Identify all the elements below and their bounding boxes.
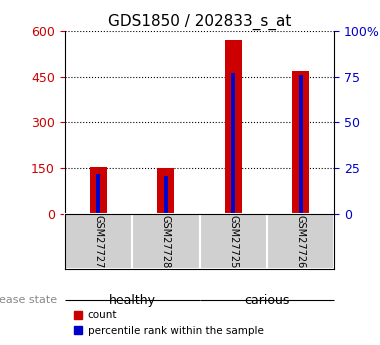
Bar bbox=[231, 73, 235, 214]
Bar bbox=[96, 174, 100, 214]
Bar bbox=[225, 40, 242, 214]
Bar bbox=[90, 167, 107, 214]
Text: disease state: disease state bbox=[0, 295, 57, 305]
Text: GSM27727: GSM27727 bbox=[93, 215, 103, 268]
Bar bbox=[164, 176, 168, 214]
Bar bbox=[299, 75, 303, 214]
Text: GSM27726: GSM27726 bbox=[296, 215, 306, 268]
Bar bbox=[157, 168, 174, 214]
Title: GDS1850 / 202833_s_at: GDS1850 / 202833_s_at bbox=[108, 13, 291, 30]
Text: healthy: healthy bbox=[109, 294, 155, 307]
Bar bbox=[65, 214, 132, 269]
Bar bbox=[292, 71, 309, 214]
Text: GSM27725: GSM27725 bbox=[228, 215, 238, 268]
Text: GSM27728: GSM27728 bbox=[161, 215, 171, 268]
Bar bbox=[132, 214, 200, 269]
Legend: count, percentile rank within the sample: count, percentile rank within the sample bbox=[70, 306, 268, 340]
Text: carious: carious bbox=[244, 294, 290, 307]
Bar bbox=[200, 214, 267, 269]
Bar bbox=[267, 214, 334, 269]
